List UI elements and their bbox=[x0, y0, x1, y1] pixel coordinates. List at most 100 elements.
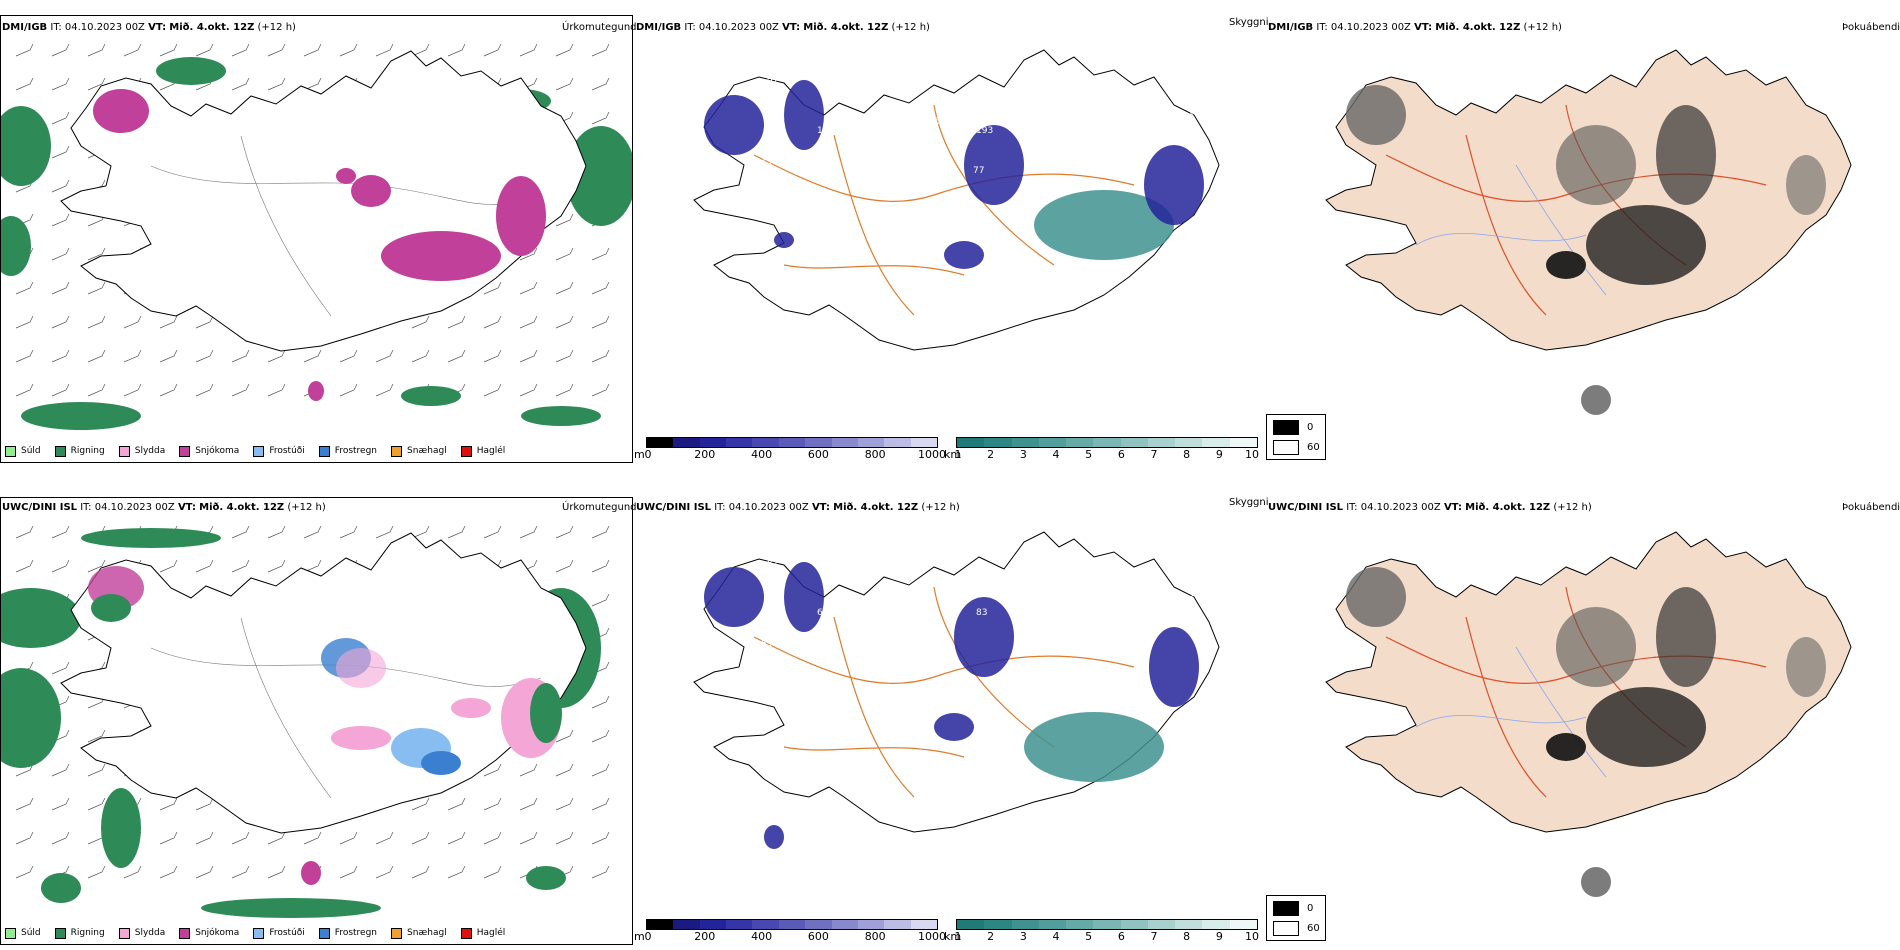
precip-legend-bottom: Súld Rigning Slydda Snjókoma Frostúði Frostre… bbox=[5, 926, 519, 940]
fog-legend-label: 60 bbox=[1307, 442, 1320, 453]
colorbar-tick-label: 10 bbox=[1245, 448, 1259, 461]
wind-barb bbox=[267, 383, 286, 397]
fog-legend-row: 0 bbox=[1273, 901, 1313, 916]
visibility-panel-bottom: 87 87 69 80 82 80 86 92 112 110 503 68 88 94 83 171 82 20… bbox=[634, 497, 1270, 947]
wind-barb bbox=[591, 763, 610, 777]
visibility-map-bottom: 87 87 69 80 82 80 86 92 112 110 503 68 88 94 83 171 82 20… bbox=[693, 531, 1220, 849]
wind-barb bbox=[267, 77, 286, 91]
wind-barb bbox=[87, 315, 106, 329]
visibility-value-label: 20 bbox=[1135, 608, 1147, 618]
legend-label: Rigning bbox=[70, 446, 105, 456]
fog-area bbox=[1346, 85, 1406, 145]
wind-barb bbox=[87, 729, 106, 743]
legend-label: Súld bbox=[21, 928, 41, 938]
wind-barb bbox=[591, 729, 610, 743]
visibility-value-label: 193 bbox=[976, 126, 993, 136]
precip-area bbox=[401, 386, 461, 406]
colorbar-tick-label: 600 bbox=[807, 448, 829, 461]
legend-item: Snjókoma bbox=[179, 445, 239, 457]
colorbar-tick-label: 4 bbox=[1052, 930, 1060, 943]
wind-barb bbox=[447, 349, 466, 363]
wind-barb bbox=[591, 349, 610, 363]
legend-label: Haglél bbox=[476, 446, 506, 456]
roads bbox=[753, 586, 1135, 798]
visibility-value-label: 79 bbox=[764, 117, 776, 127]
wind-barb bbox=[591, 797, 610, 811]
visibility-value-label: 91 bbox=[767, 77, 778, 87]
fog-legend-label: 0 bbox=[1307, 422, 1314, 433]
wind-barb bbox=[303, 77, 322, 91]
colorbar-segment bbox=[1175, 438, 1203, 447]
wind-barb bbox=[591, 593, 610, 607]
legend-swatch bbox=[54, 927, 66, 939]
fog-title-bottom: Þokuábendi bbox=[1842, 502, 1900, 513]
low-visibility-area bbox=[944, 241, 984, 269]
visibility-value-label: 110 bbox=[1191, 550, 1208, 560]
wind-barb bbox=[483, 43, 502, 57]
colorbar-tick-label: 800 bbox=[864, 930, 886, 943]
wind-barb bbox=[51, 661, 70, 675]
low-visibility-area bbox=[934, 713, 974, 741]
low-visibility-area bbox=[954, 597, 1014, 677]
wind-barb bbox=[195, 43, 214, 57]
wind-barb bbox=[195, 315, 214, 329]
wind-barb bbox=[375, 43, 394, 57]
wind-barb bbox=[267, 559, 286, 573]
low-visibility-area bbox=[1024, 712, 1164, 782]
legend-swatch bbox=[253, 445, 265, 457]
wind-barb bbox=[591, 77, 610, 91]
wind-barb bbox=[123, 43, 142, 57]
wind-barb bbox=[51, 525, 70, 539]
legend-item: Frostúði bbox=[253, 927, 305, 939]
colorbar-tick-label: 2 bbox=[987, 930, 995, 943]
colorbar-tick-label: 1 bbox=[954, 448, 962, 461]
precip-area bbox=[81, 528, 221, 548]
precip-area bbox=[301, 861, 321, 885]
precip-area bbox=[421, 751, 461, 775]
legend-swatch bbox=[460, 927, 472, 939]
wind-barb bbox=[447, 525, 466, 539]
wind-barb bbox=[555, 281, 574, 295]
wind-barb bbox=[15, 383, 34, 397]
visibility-value-label: 80 bbox=[873, 550, 885, 560]
wind-barb bbox=[195, 831, 214, 845]
wind-barb bbox=[519, 763, 538, 777]
wind-barb bbox=[159, 559, 178, 573]
wind-barb bbox=[483, 797, 502, 811]
legend-item: Frostúði bbox=[253, 445, 305, 457]
wind-barb bbox=[375, 349, 394, 363]
wind-barb bbox=[375, 383, 394, 397]
colorbar-unit: km bbox=[944, 448, 962, 461]
fog-legend-label: 0 bbox=[1307, 903, 1314, 914]
wind-barb bbox=[483, 315, 502, 329]
wind-barb bbox=[591, 315, 610, 329]
wind-barb bbox=[483, 865, 502, 879]
colorbar-segment bbox=[884, 438, 911, 447]
colorbar-segment bbox=[1093, 438, 1121, 447]
model-name: DMI/IGB bbox=[2, 22, 48, 33]
precip-area bbox=[91, 594, 131, 622]
legend-label: Haglél bbox=[476, 928, 506, 938]
wind-barb bbox=[15, 281, 34, 295]
wind-barb bbox=[519, 525, 538, 539]
wind-barb bbox=[375, 831, 394, 845]
wind-barb bbox=[87, 763, 106, 777]
wind-barb bbox=[339, 43, 358, 57]
colorbar-tick-label: 600 bbox=[807, 930, 829, 943]
wind-barb bbox=[519, 43, 538, 57]
wind-barb bbox=[159, 797, 178, 811]
visibility-value-label: 206 bbox=[870, 108, 887, 118]
precip-area bbox=[93, 89, 149, 133]
low-visibility-area bbox=[764, 825, 784, 849]
visibility-panel-top: 103 91 58 57 64 69 67 77 14 117 79 102 206 165 193 229 1… bbox=[634, 15, 1270, 465]
wind-barb bbox=[87, 797, 106, 811]
low-visibility-area bbox=[964, 125, 1024, 205]
colorbar-tick-label: 9 bbox=[1215, 448, 1223, 461]
wind-barb bbox=[411, 831, 430, 845]
colorbar-segment bbox=[857, 920, 885, 929]
visibility-value-label: 102 bbox=[817, 126, 834, 136]
low-visibility-area bbox=[704, 567, 764, 627]
wind-barb bbox=[411, 43, 430, 57]
precip-area bbox=[308, 381, 324, 401]
wind-barb bbox=[195, 797, 214, 811]
